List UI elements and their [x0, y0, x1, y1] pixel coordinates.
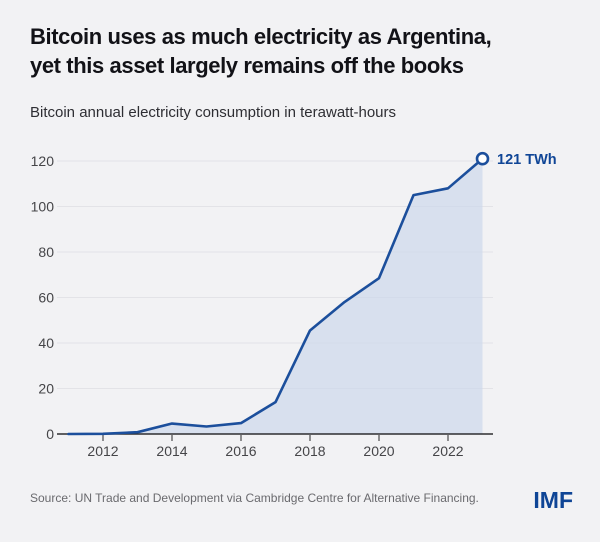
- chart-headline: Bitcoin uses as much electricity as Arge…: [30, 22, 575, 80]
- x-tick-label-2014: 2014: [156, 443, 187, 459]
- end-marker: [475, 151, 490, 166]
- y-tick-label-40: 40: [38, 335, 54, 351]
- consumption-area: [68, 158, 483, 434]
- imf-logo: IMF: [533, 487, 573, 513]
- x-tick-label-2016: 2016: [225, 443, 256, 459]
- x-tick-label-2022: 2022: [432, 443, 463, 459]
- x-tick-label-2012: 2012: [87, 443, 118, 459]
- y-tick-label-120: 120: [31, 153, 55, 169]
- end-annotation: 121 TWh: [497, 152, 557, 168]
- chart-subtitle: Bitcoin annual electricity consumption i…: [30, 104, 397, 121]
- x-tick-label-2018: 2018: [294, 443, 325, 459]
- y-tick-label-0: 0: [46, 426, 54, 442]
- headline-line-1: Bitcoin uses as much electricity as Arge…: [30, 24, 492, 49]
- y-tick-label-20: 20: [38, 381, 54, 397]
- y-tick-label-80: 80: [38, 244, 54, 260]
- area-chart: 2012 2014 2016 2018 2020 2022 0 20 40 60 80 100 120 1…: [31, 151, 557, 459]
- headline-line-2: yet this asset largely remains off the b…: [30, 53, 464, 78]
- y-tick-label-60: 60: [38, 290, 54, 306]
- x-tick-label-2020: 2020: [363, 443, 394, 459]
- source-attribution: Source: UN Trade and Development via Cam…: [30, 491, 479, 505]
- consumption-line: [67, 157, 484, 436]
- y-tick-label-100: 100: [31, 199, 55, 215]
